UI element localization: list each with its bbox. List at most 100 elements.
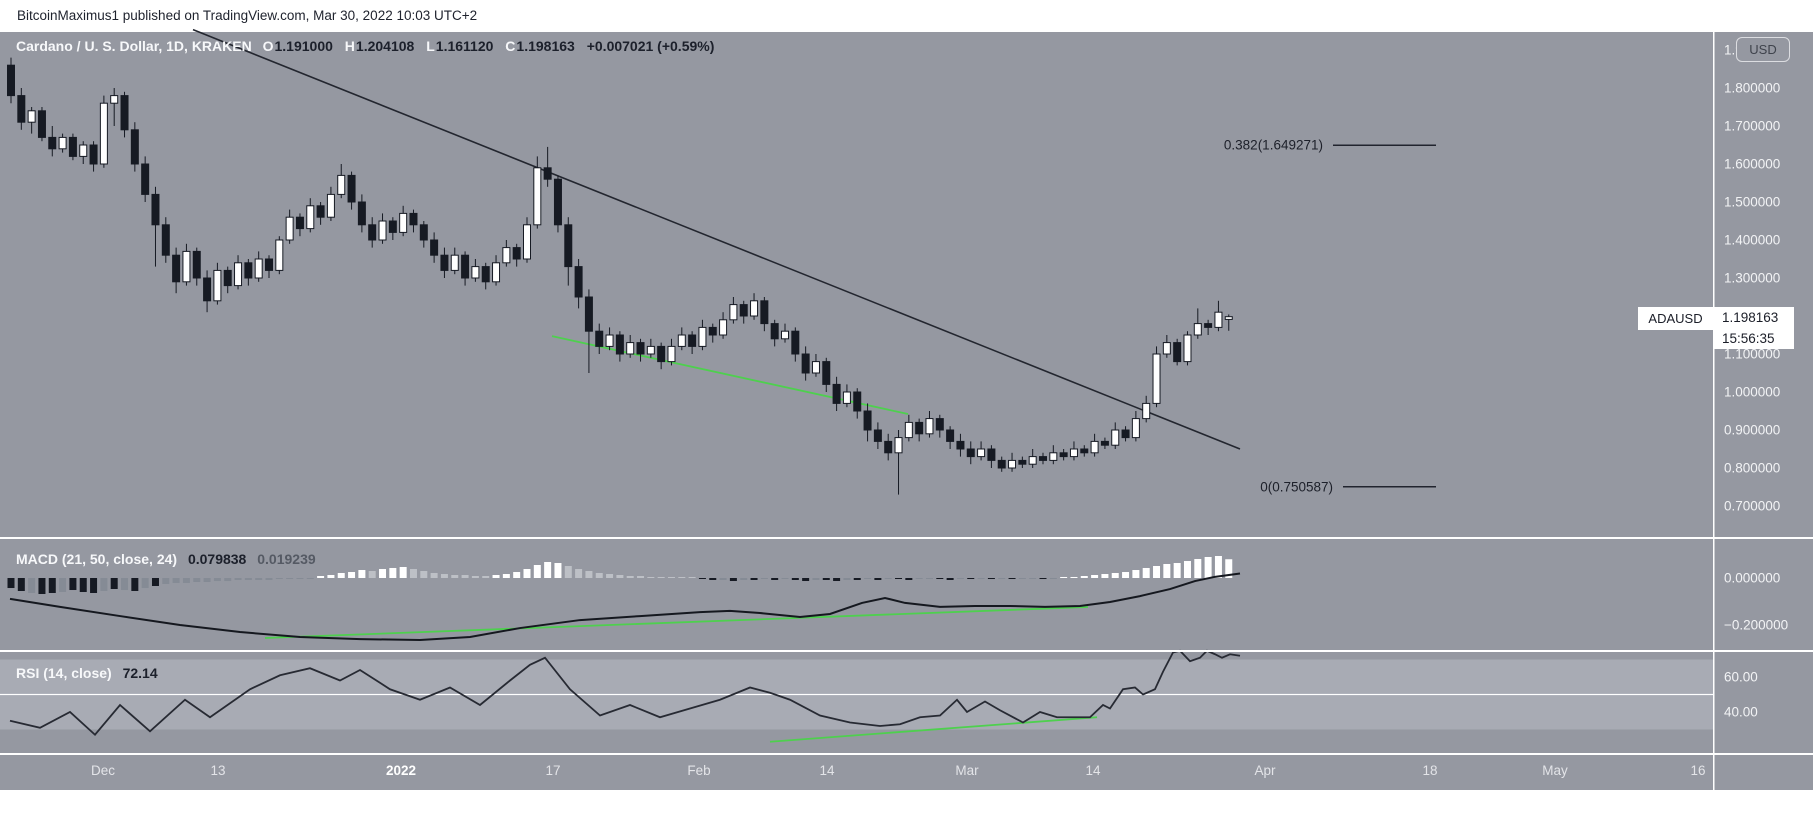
candle-body bbox=[987, 448, 996, 461]
candle-body bbox=[502, 247, 511, 264]
macd-histogram-bar bbox=[1122, 572, 1130, 578]
macd-histogram-bar bbox=[740, 578, 748, 580]
candle-body bbox=[1100, 440, 1109, 446]
candle-body bbox=[357, 201, 366, 226]
candle-body bbox=[574, 266, 583, 298]
candle-body bbox=[739, 304, 748, 317]
time-axis-label: 14 bbox=[1085, 763, 1101, 778]
macd-histogram-bar bbox=[69, 578, 77, 591]
candle-body bbox=[213, 269, 222, 302]
macd-legend: MACD (21, 50, close, 24) 0.079838 0.0192… bbox=[16, 551, 323, 567]
candle-body bbox=[89, 144, 98, 165]
macd-histogram-bar bbox=[544, 561, 552, 578]
candle-body bbox=[781, 330, 789, 340]
macd-histogram-bar bbox=[1049, 578, 1057, 580]
candle-body bbox=[925, 418, 934, 435]
macd-histogram-bar bbox=[853, 578, 861, 580]
macd-histogram-bar bbox=[1029, 578, 1037, 580]
candle-body bbox=[471, 266, 480, 279]
macd-histogram-bar bbox=[389, 567, 397, 578]
macd-histogram-bar bbox=[802, 578, 810, 582]
macd-histogram-bar bbox=[513, 572, 521, 578]
price-axis-label: 1.700000 bbox=[1724, 118, 1781, 134]
macd-histogram-bar bbox=[946, 578, 954, 580]
macd-histogram-bar bbox=[461, 574, 469, 578]
price-axis-label: 1.500000 bbox=[1724, 194, 1781, 210]
macd-histogram-bar bbox=[182, 578, 190, 584]
candle-body bbox=[1204, 323, 1213, 328]
macd-histogram-bar bbox=[606, 574, 614, 578]
macd-histogram-bar bbox=[925, 578, 933, 580]
candle-body bbox=[48, 136, 57, 150]
candle-body bbox=[1193, 323, 1202, 336]
candle-body bbox=[378, 220, 387, 241]
change-value: +0.007021 (+0.59%) bbox=[586, 38, 715, 54]
candle-body bbox=[708, 326, 717, 336]
macd-green-trendline bbox=[264, 606, 1089, 639]
candle-body bbox=[399, 212, 408, 233]
macd-histogram-bar bbox=[275, 578, 283, 580]
macd-histogram-bar bbox=[987, 578, 995, 580]
price-axis-label: 1.100000 bbox=[1724, 346, 1781, 362]
macd-histogram-bar bbox=[193, 578, 201, 582]
candle-body bbox=[719, 319, 728, 336]
candle-body bbox=[1152, 353, 1161, 404]
candle-body bbox=[1039, 456, 1047, 461]
candle-body bbox=[295, 216, 304, 230]
candle-body bbox=[1121, 429, 1130, 439]
pane-separator-price-macd bbox=[0, 537, 1813, 539]
candle-body bbox=[1008, 459, 1017, 469]
macd-histogram-bar bbox=[151, 578, 159, 586]
candle-body bbox=[1131, 418, 1140, 439]
candle-body bbox=[450, 254, 459, 271]
macd-axis-label: 0.000000 bbox=[1724, 570, 1781, 586]
candle-body bbox=[161, 224, 170, 256]
macd-histogram-bar bbox=[678, 576, 686, 578]
macd-histogram-bar bbox=[337, 572, 345, 578]
candle-body bbox=[564, 224, 573, 268]
rsi-green-trendline bbox=[769, 716, 1098, 743]
time-axis-label: 16 bbox=[1690, 763, 1706, 778]
candle-body bbox=[595, 330, 604, 347]
pane-separator-macd-rsi bbox=[0, 650, 1813, 652]
candle-body bbox=[750, 300, 759, 317]
candle-body bbox=[440, 254, 449, 271]
candle-body bbox=[523, 224, 531, 260]
macd-histogram-bar bbox=[595, 572, 603, 578]
candle-body bbox=[182, 250, 191, 283]
macd-axis-label: −0.200000 bbox=[1724, 617, 1789, 633]
candle-body bbox=[770, 323, 779, 340]
last-price-value: 1.198163 bbox=[1722, 310, 1779, 325]
macd-histogram-bar bbox=[884, 578, 892, 580]
currency-usd-button[interactable]: USD bbox=[1736, 37, 1790, 62]
candle-body bbox=[481, 266, 490, 283]
candle-body bbox=[688, 334, 697, 347]
candle-body bbox=[37, 110, 46, 138]
candle-body bbox=[646, 345, 655, 355]
macd-histogram-bar bbox=[348, 572, 356, 578]
candle-body bbox=[935, 418, 944, 431]
macd-histogram-bar bbox=[131, 578, 139, 591]
candle-body bbox=[265, 258, 273, 271]
candle-body bbox=[811, 361, 820, 374]
price-axis-label: 1.300000 bbox=[1724, 270, 1781, 286]
candle-body bbox=[1059, 452, 1068, 458]
candle-body bbox=[172, 254, 181, 283]
macd-histogram-bar bbox=[1142, 567, 1150, 578]
macd-histogram-bar bbox=[1111, 572, 1119, 578]
chart-canvas[interactable] bbox=[0, 0, 1813, 790]
macd-histogram-bar bbox=[781, 578, 789, 580]
macd-histogram-bar bbox=[306, 578, 314, 580]
last-price-tag: 1.198163 15:56:35 bbox=[1714, 307, 1794, 349]
candle-body bbox=[842, 391, 851, 404]
candle-body bbox=[244, 262, 253, 279]
price-axis-divider bbox=[1713, 32, 1715, 790]
macd-histogram-bar bbox=[28, 578, 36, 593]
macd-histogram-bar bbox=[771, 578, 779, 580]
macd-histogram-bar bbox=[48, 578, 56, 593]
candle-body bbox=[285, 216, 294, 241]
candle-body bbox=[553, 178, 562, 226]
macd-histogram-bar bbox=[79, 578, 87, 593]
candle-body bbox=[388, 220, 397, 233]
pane-separator-rsi-timeaxis bbox=[0, 753, 1813, 755]
